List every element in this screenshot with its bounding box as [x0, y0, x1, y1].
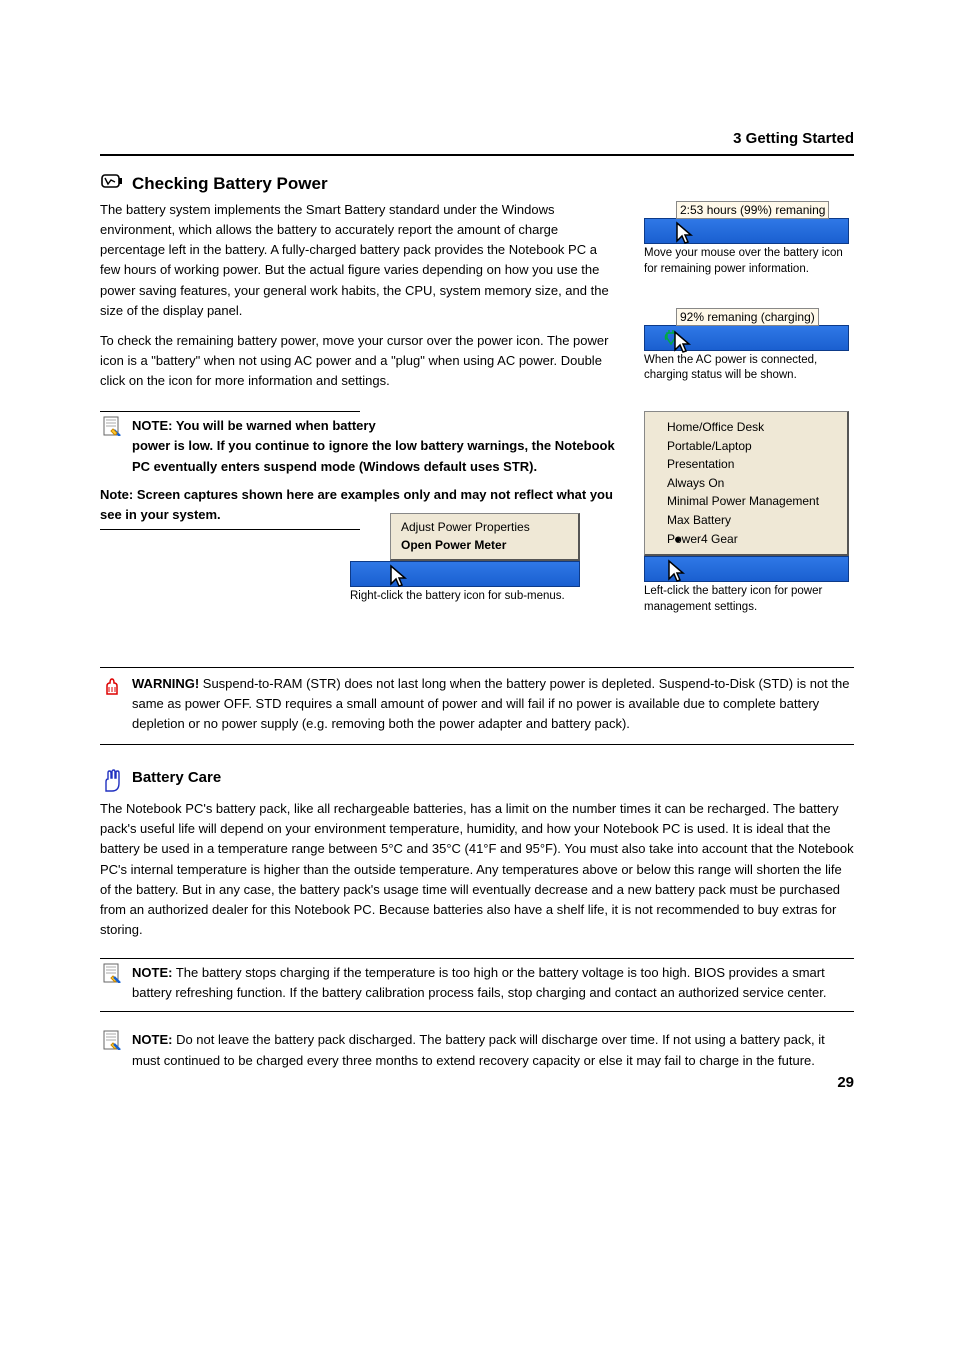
taskbar[interactable]	[350, 561, 580, 587]
divider	[100, 154, 854, 156]
breadcrumb: 3 Getting Started	[733, 130, 854, 147]
body-text: The battery system implements the Smart …	[100, 200, 619, 321]
note-text: power is low. If you continue to ignore …	[132, 438, 615, 473]
menu-item-selected[interactable]: ●Power4 Gear	[667, 530, 833, 549]
screenshots-column: 2:53 hours (99%) remaning Move your mous…	[629, 200, 854, 627]
taskbar[interactable]	[644, 218, 849, 244]
caption: Left-click the battery icon for power ma…	[644, 584, 849, 615]
power-scheme-menu[interactable]: Home/Office Desk Portable/Laptop Present…	[644, 411, 849, 556]
page-number: 29	[837, 1074, 854, 1091]
battery-icon	[100, 174, 124, 188]
note-text: NOTE: The battery stops charging if the …	[132, 963, 854, 1003]
taskbar[interactable]	[644, 325, 849, 351]
menu-item[interactable]: Max Battery	[667, 511, 833, 530]
note-icon	[100, 1030, 124, 1050]
section-battery-care: Battery Care	[100, 769, 854, 793]
warning-icon	[100, 674, 124, 696]
menu-item[interactable]: Adjust Power Properties	[401, 518, 568, 537]
cursor-icon	[673, 330, 693, 356]
menu-item[interactable]: Portable/Laptop	[667, 437, 833, 456]
menu-item[interactable]: Always On	[667, 474, 833, 493]
context-menu[interactable]: Adjust Power Properties Open Power Meter	[390, 513, 580, 561]
menu-item[interactable]: Minimal Power Management	[667, 492, 833, 511]
section-title: Checking Battery Power	[132, 174, 854, 194]
caption: Right-click the battery icon for sub-men…	[350, 589, 580, 605]
page: 3 Getting Started Checking Battery Power…	[0, 0, 954, 1131]
caption: When the AC power is connected, charging…	[644, 353, 849, 384]
note-icon	[100, 963, 124, 983]
menu-item[interactable]: Open Power Meter	[401, 536, 568, 555]
menu-item[interactable]: Home/Office Desk	[667, 418, 833, 437]
caption: Move your mouse over the battery icon fo…	[644, 246, 849, 277]
note-text: NOTE: Do not leave the battery pack disc…	[132, 1030, 854, 1070]
body-text: To check the remaining battery power, mo…	[100, 331, 619, 391]
hand-icon	[100, 769, 124, 793]
rightclick-menu-wrap: Adjust Power Properties Open Power Meter…	[390, 513, 580, 616]
menu-item[interactable]: Presentation	[667, 455, 833, 474]
note-icon	[100, 416, 124, 436]
section-battery-power: Checking Battery Power	[100, 174, 854, 194]
warning-text: WARNING! Suspend-to-RAM (STR) does not l…	[132, 674, 854, 734]
cursor-icon	[667, 559, 687, 585]
note-text: NOTE: You will be warned when battery	[132, 418, 376, 433]
tooltip: 92% remaning (charging)	[676, 308, 819, 326]
subsection-title: Battery Care	[132, 769, 221, 786]
cursor-icon	[389, 564, 409, 590]
cursor-icon	[675, 221, 695, 247]
tooltip: 2:53 hours (99%) remaning	[676, 201, 829, 219]
body-text: The Notebook PC's battery pack, like all…	[100, 799, 854, 940]
taskbar[interactable]	[644, 556, 849, 582]
